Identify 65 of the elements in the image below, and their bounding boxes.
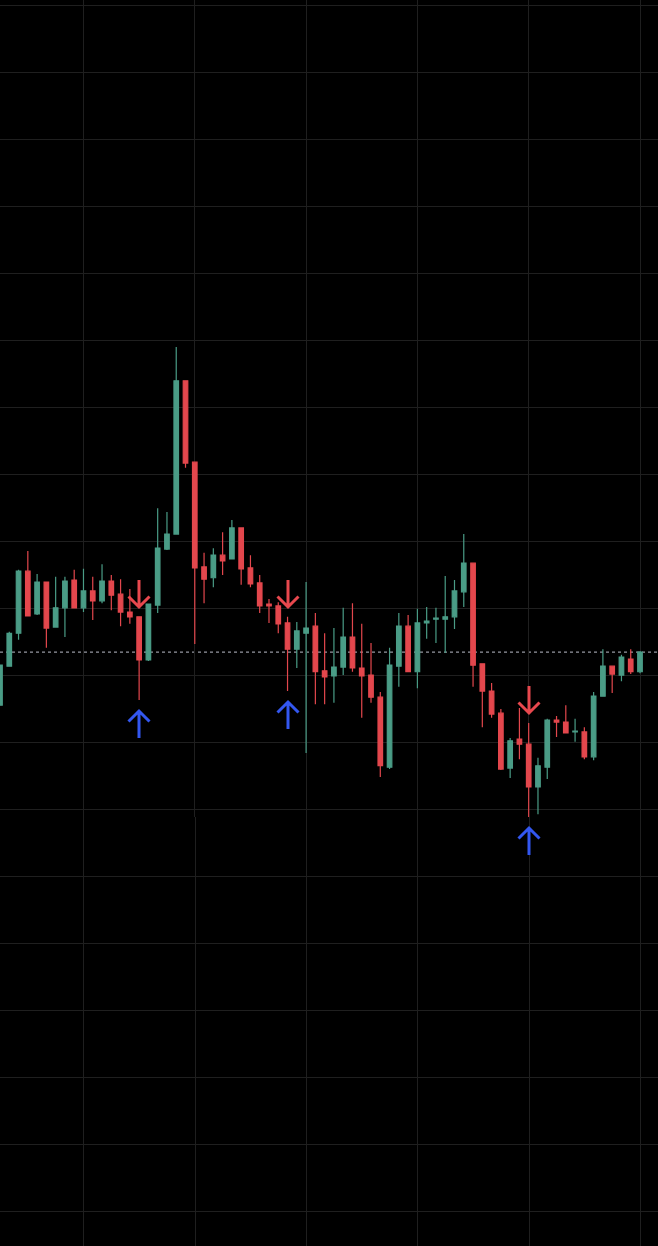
candlestick [451,579,458,630]
candlestick [154,507,161,614]
candlestick [433,607,439,644]
candlestick [24,550,31,617]
candlestick [43,581,50,649]
candlestick [525,722,532,817]
candlestick [321,632,328,705]
candlestick [498,708,504,771]
candlestick [6,631,13,667]
candlestick [358,623,365,719]
candlestick [201,552,207,604]
candlestick [284,616,291,692]
candlestick [173,346,180,535]
candlestick [460,533,467,608]
candlestick [600,648,606,697]
candlestick [340,607,347,676]
candlestick [405,614,411,673]
candlestick [331,627,337,704]
candlestick [52,576,59,628]
candlestick [238,527,245,586]
candlestick [377,691,384,778]
candlestick [293,621,300,669]
candlestick [62,576,68,638]
candlestick [303,581,309,754]
candlestick [80,568,87,613]
candlestick [256,574,263,614]
candlestick [395,612,402,688]
candlestick [89,576,96,621]
candlestick [229,519,235,560]
candlestick [414,608,421,689]
candlestick [117,578,124,627]
candlestick [581,726,588,760]
candlestick [145,603,152,662]
candlestick [126,588,133,625]
candlestick [470,562,476,688]
candlestick [136,616,142,701]
candlestick [553,715,560,738]
candlestick [488,682,495,719]
candlestick [562,704,569,734]
candlestick [247,554,254,588]
candlestick [191,461,198,645]
candlestick [507,737,514,779]
candlestick [423,606,430,640]
candlestick [572,718,578,743]
candlestick [312,612,319,705]
candlestick [590,691,597,761]
candlestick [164,511,170,551]
candlestick [442,575,449,654]
candlestick [210,547,217,588]
candlestick [34,573,40,616]
candlestick [479,663,486,728]
candlestick [368,642,374,704]
candlestick [349,602,356,673]
candlestick [266,598,272,624]
candlestick [219,531,226,576]
candlestick [71,569,78,609]
candlestick [108,574,115,611]
candlestick [637,650,643,674]
candlestick [535,757,541,815]
candlestick [627,648,634,675]
candlestick [609,665,616,694]
candlestick [99,563,105,604]
candlestick [516,707,523,760]
candlestick [275,601,282,634]
candlestick [544,718,551,780]
